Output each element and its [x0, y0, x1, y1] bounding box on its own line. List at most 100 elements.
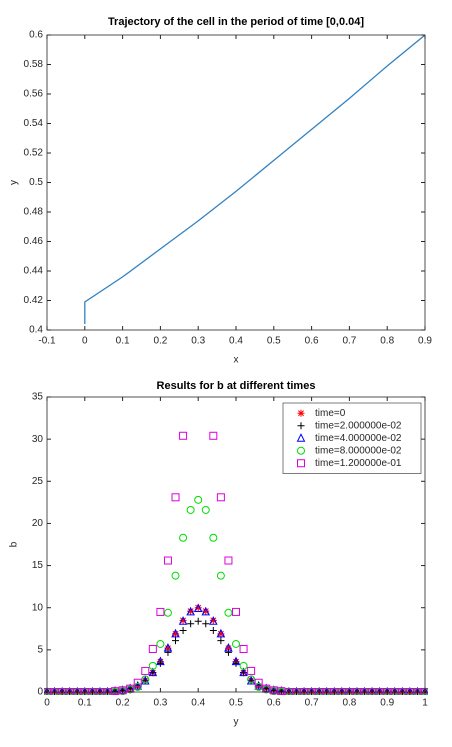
- x-tick-label: 0.7: [342, 336, 356, 347]
- marker: [187, 620, 195, 628]
- marker: [88, 686, 97, 695]
- x-axis-label: y: [234, 717, 239, 728]
- marker: [164, 648, 172, 656]
- legend-marker: [297, 422, 305, 430]
- marker: [413, 686, 422, 695]
- y-tick-label: 25: [32, 476, 44, 487]
- marker: [202, 607, 210, 615]
- axes-box: [46, 34, 426, 331]
- marker: [179, 431, 188, 440]
- x-tick-label: 0.4: [229, 336, 243, 347]
- y-tick-label: 0.44: [24, 266, 44, 277]
- y-tick-label: 0.58: [24, 59, 44, 70]
- marker: [209, 431, 218, 440]
- marker: [254, 682, 263, 691]
- marker: [195, 368, 202, 375]
- marker: [277, 686, 286, 695]
- marker: [209, 616, 218, 625]
- marker: [65, 686, 74, 695]
- x-tick-label: 0.6: [305, 336, 319, 347]
- y-tick-label: 10: [32, 602, 44, 613]
- y-tick-label: 15: [32, 560, 44, 571]
- x-tick-label: 0.3: [153, 698, 167, 709]
- marker: [246, 675, 256, 685]
- x-tick-label: 0.2: [153, 336, 167, 347]
- marker: [224, 644, 232, 652]
- chart-title: Results for b at different times: [157, 380, 316, 392]
- marker: [178, 616, 188, 625]
- marker: [186, 606, 195, 616]
- marker: [322, 686, 331, 695]
- marker: [209, 626, 217, 634]
- marker: [239, 667, 248, 677]
- x-tick-label: 0.6: [267, 698, 281, 709]
- marker: [171, 628, 180, 638]
- marker: [217, 630, 225, 638]
- marker: [50, 686, 59, 695]
- marker: [44, 686, 52, 695]
- x-tick-label: 0.3: [191, 336, 205, 347]
- marker: [224, 648, 232, 656]
- marker: [383, 686, 392, 695]
- y-tick-label: 0.4: [29, 325, 43, 336]
- marker: [247, 675, 256, 684]
- x-tick-label: 0.8: [380, 336, 394, 347]
- marker: [232, 639, 240, 648]
- marker: [156, 656, 165, 666]
- data-line: [84, 35, 425, 325]
- marker: [231, 656, 241, 666]
- x-tick-label: 0.1: [116, 336, 130, 347]
- marker: [110, 686, 120, 695]
- marker: [133, 682, 142, 691]
- marker: [239, 645, 248, 654]
- marker: [172, 637, 180, 645]
- y-tick-label: 0.56: [24, 89, 44, 100]
- marker: [284, 686, 293, 695]
- y-tick-label: 35: [32, 392, 44, 403]
- marker: [140, 675, 150, 685]
- x-tick-label: 1: [422, 698, 428, 709]
- x-tick-label: 0.1: [78, 698, 92, 709]
- marker: [156, 607, 165, 616]
- y-tick-label: 0.6: [29, 30, 43, 41]
- marker: [375, 686, 384, 695]
- marker: [277, 687, 286, 695]
- marker: [156, 639, 165, 648]
- marker: [172, 630, 180, 638]
- x-tick-label: 0: [44, 698, 50, 709]
- legend-marker: [297, 459, 305, 468]
- marker: [405, 686, 414, 695]
- marker: [390, 686, 399, 695]
- marker: [141, 675, 150, 684]
- marker: [269, 685, 279, 694]
- marker: [103, 686, 112, 695]
- marker: [209, 616, 217, 624]
- y-tick-label: 30: [32, 434, 44, 445]
- marker: [164, 644, 172, 652]
- marker: [254, 680, 263, 690]
- x-tick-label: 0.5: [229, 698, 243, 709]
- y-tick-label: 20: [32, 518, 44, 529]
- marker: [345, 686, 354, 695]
- legend-label: time=0: [315, 408, 346, 419]
- marker: [315, 686, 324, 695]
- axes-box: [46, 396, 426, 693]
- y-tick-label: 0.54: [24, 118, 44, 129]
- marker: [186, 505, 195, 514]
- x-tick-label: 0.9: [418, 336, 432, 347]
- marker: [73, 686, 82, 695]
- marker: [216, 628, 226, 638]
- y-tick-label: 0.5: [29, 177, 43, 188]
- y-axis-label: y: [9, 180, 20, 185]
- legend-label: time=4.000000e-02: [315, 433, 402, 444]
- marker: [133, 680, 143, 690]
- marker: [217, 637, 225, 645]
- x-tick-label: 0.4: [191, 698, 205, 709]
- legend-label: time=2.000000e-02: [315, 420, 402, 431]
- marker: [148, 661, 157, 670]
- marker: [163, 643, 173, 652]
- marker: [58, 686, 67, 695]
- marker: [80, 686, 89, 695]
- marker: [232, 607, 240, 616]
- marker: [194, 604, 202, 612]
